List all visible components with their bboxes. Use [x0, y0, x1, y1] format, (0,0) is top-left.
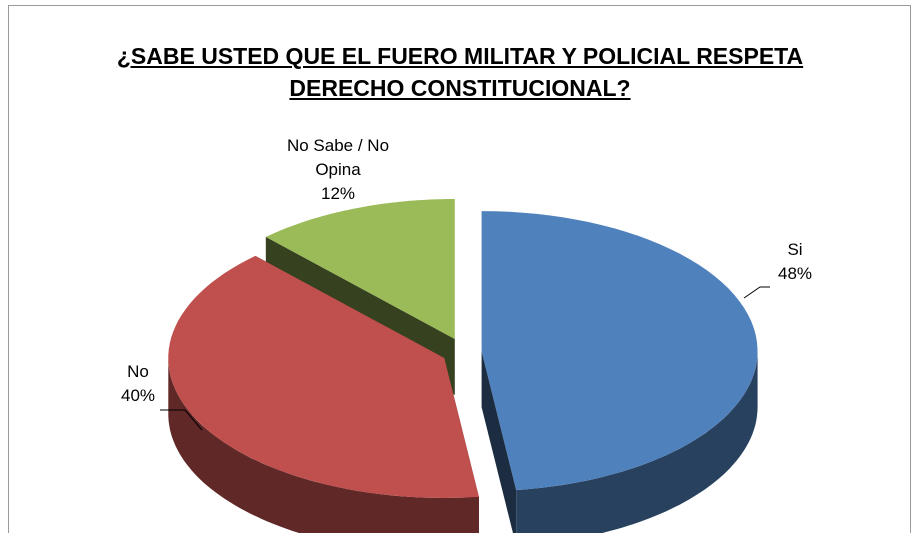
data-label-value: 48%: [777, 264, 813, 283]
data-label-category: No: [127, 362, 149, 381]
chart-title: ¿SABE USTED QUE EL FUERO MILITAR Y POLIC…: [116, 43, 804, 101]
leader-line: [743, 286, 770, 299]
chart-border: [8, 5, 911, 533]
pie-slice: [168, 255, 479, 498]
data-label-value: 40%: [120, 386, 156, 405]
slice-wall: [516, 351, 758, 533]
slice-wall: [168, 358, 479, 533]
pie-slice: [265, 199, 455, 339]
data-label-category: No Sabe / No Opina: [286, 136, 390, 179]
slice-cut-face: [481, 351, 517, 533]
leader-line: [160, 409, 203, 431]
pie-slice: [481, 211, 758, 490]
data-label-value: 12%: [320, 184, 356, 203]
data-label-category: Si: [787, 240, 803, 259]
